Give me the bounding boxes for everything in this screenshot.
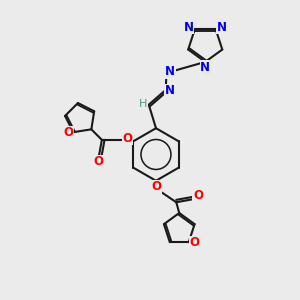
Text: N: N <box>164 84 174 98</box>
Text: N: N <box>184 21 194 34</box>
Text: O: O <box>193 189 203 202</box>
Text: N: N <box>200 61 210 74</box>
Text: O: O <box>94 155 104 168</box>
Text: O: O <box>63 126 73 139</box>
Text: H: H <box>139 99 147 109</box>
Text: O: O <box>152 180 162 193</box>
Text: O: O <box>122 132 132 145</box>
Text: N: N <box>217 21 227 34</box>
Text: O: O <box>190 236 200 249</box>
Text: N: N <box>165 65 175 78</box>
